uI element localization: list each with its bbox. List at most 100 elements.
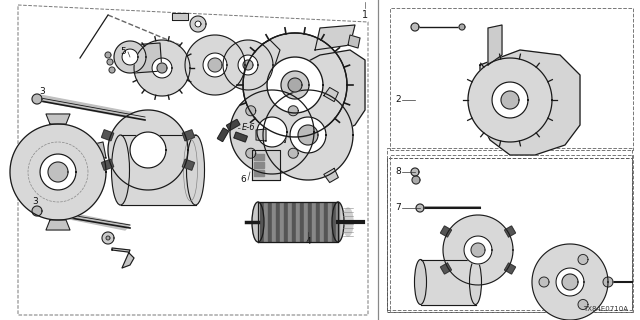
Polygon shape: [260, 203, 263, 241]
Polygon shape: [603, 277, 613, 287]
Polygon shape: [263, 90, 353, 180]
Polygon shape: [122, 49, 138, 65]
Polygon shape: [218, 128, 228, 141]
Polygon shape: [443, 215, 513, 285]
Polygon shape: [504, 263, 515, 274]
Polygon shape: [412, 176, 420, 184]
Polygon shape: [281, 71, 309, 99]
Polygon shape: [195, 21, 201, 27]
Ellipse shape: [332, 202, 344, 242]
Polygon shape: [157, 63, 167, 73]
Polygon shape: [254, 162, 264, 168]
Polygon shape: [107, 59, 113, 65]
Polygon shape: [256, 129, 266, 141]
Text: E-6: E-6: [242, 124, 255, 132]
Text: 3: 3: [39, 87, 45, 97]
Polygon shape: [328, 203, 331, 241]
Polygon shape: [152, 58, 172, 78]
Polygon shape: [203, 53, 227, 77]
Polygon shape: [292, 203, 295, 241]
Polygon shape: [276, 203, 279, 241]
Polygon shape: [316, 203, 319, 241]
Polygon shape: [488, 25, 502, 65]
Polygon shape: [32, 206, 42, 216]
Polygon shape: [230, 90, 314, 174]
Polygon shape: [324, 87, 339, 102]
Polygon shape: [40, 154, 76, 190]
Polygon shape: [109, 67, 115, 73]
Polygon shape: [238, 55, 258, 75]
Polygon shape: [208, 58, 222, 72]
Polygon shape: [182, 130, 195, 141]
Text: 8: 8: [395, 167, 401, 177]
Polygon shape: [578, 254, 588, 265]
Polygon shape: [223, 40, 273, 90]
Polygon shape: [130, 132, 166, 168]
Ellipse shape: [343, 208, 353, 236]
Polygon shape: [471, 243, 485, 257]
Polygon shape: [556, 268, 584, 296]
Polygon shape: [35, 95, 145, 120]
Polygon shape: [420, 260, 476, 305]
Polygon shape: [315, 25, 355, 50]
Ellipse shape: [415, 260, 426, 305]
Polygon shape: [48, 162, 68, 182]
Polygon shape: [246, 148, 256, 158]
Polygon shape: [134, 40, 190, 96]
Polygon shape: [267, 57, 323, 113]
Polygon shape: [288, 203, 291, 241]
Polygon shape: [440, 263, 451, 274]
Polygon shape: [46, 220, 70, 230]
Polygon shape: [298, 125, 318, 145]
Polygon shape: [108, 110, 188, 190]
Text: 4: 4: [305, 237, 311, 246]
Polygon shape: [280, 203, 283, 241]
Polygon shape: [272, 203, 275, 241]
Text: 3: 3: [32, 197, 38, 206]
Polygon shape: [254, 154, 264, 160]
Polygon shape: [46, 114, 70, 124]
Polygon shape: [492, 82, 528, 118]
Ellipse shape: [186, 135, 205, 205]
Polygon shape: [348, 35, 360, 48]
Ellipse shape: [111, 135, 129, 205]
Polygon shape: [105, 52, 111, 58]
Polygon shape: [257, 117, 287, 147]
Polygon shape: [243, 60, 253, 70]
Polygon shape: [10, 124, 106, 220]
Polygon shape: [132, 43, 162, 73]
Polygon shape: [295, 50, 365, 135]
Polygon shape: [172, 13, 188, 20]
Polygon shape: [480, 50, 580, 155]
Polygon shape: [296, 203, 299, 241]
Polygon shape: [440, 226, 451, 237]
Polygon shape: [284, 203, 287, 241]
Polygon shape: [504, 226, 515, 237]
Text: 7: 7: [395, 204, 401, 212]
Polygon shape: [411, 23, 419, 31]
Polygon shape: [300, 203, 303, 241]
Polygon shape: [578, 300, 588, 309]
Polygon shape: [90, 142, 106, 158]
Polygon shape: [501, 91, 519, 109]
Polygon shape: [304, 203, 307, 241]
Polygon shape: [288, 78, 302, 92]
Polygon shape: [332, 203, 335, 241]
Polygon shape: [106, 236, 110, 240]
Polygon shape: [320, 203, 323, 241]
Polygon shape: [288, 106, 298, 116]
Ellipse shape: [470, 260, 481, 305]
Polygon shape: [254, 170, 264, 176]
Polygon shape: [250, 40, 280, 70]
Polygon shape: [190, 16, 206, 32]
Polygon shape: [264, 203, 267, 241]
Polygon shape: [120, 135, 195, 205]
Polygon shape: [288, 148, 298, 158]
Polygon shape: [562, 274, 578, 290]
Polygon shape: [182, 159, 195, 170]
Polygon shape: [246, 106, 256, 116]
Polygon shape: [336, 203, 339, 241]
Polygon shape: [532, 244, 608, 320]
Polygon shape: [112, 248, 134, 268]
Polygon shape: [459, 24, 465, 30]
